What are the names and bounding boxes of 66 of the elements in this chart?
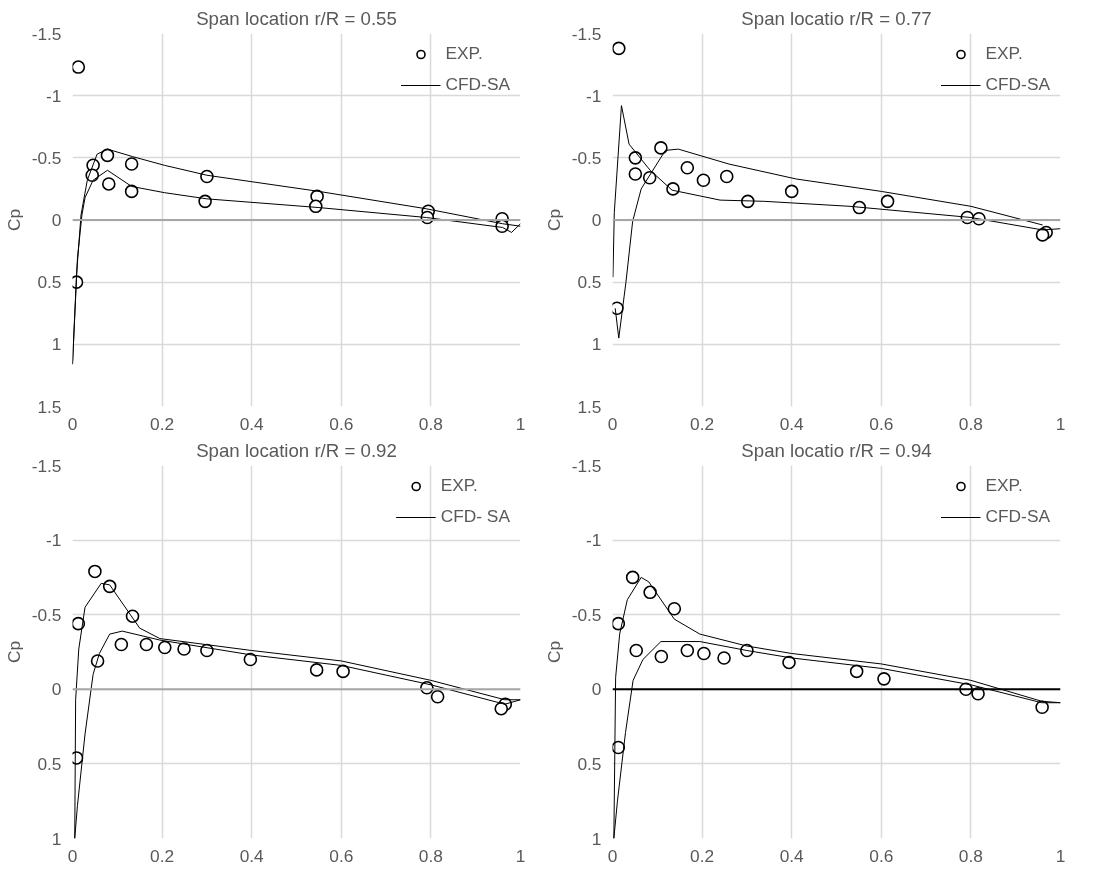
- legend-label: EXP.: [985, 475, 1023, 496]
- chart-title: Span location r/R = 0.92: [196, 439, 397, 461]
- x-tick-label: 0.4: [779, 413, 805, 434]
- x-tick-label: 0.8: [958, 413, 983, 434]
- x-tick-label: 0.6: [869, 845, 894, 866]
- x-tick-label: 0.4: [779, 845, 805, 866]
- x-tick-label: 0: [607, 845, 618, 866]
- x-tick-label: 0.4: [239, 845, 265, 866]
- y-tick-label: -0.5: [31, 147, 62, 168]
- y-tick-label: 1: [591, 334, 602, 355]
- y-axis-title: Cp: [3, 208, 24, 232]
- legend-label: CFD-SA: [445, 74, 510, 95]
- y-tick-label: 0: [591, 679, 602, 700]
- y-tick-label: -1: [586, 85, 602, 106]
- y-tick-label: -1: [46, 530, 62, 551]
- y-axis-title: Cp: [3, 640, 24, 664]
- x-tick-label: 0: [607, 413, 618, 434]
- y-tick-label: -1: [46, 85, 62, 106]
- y-axis-title: Cp: [543, 208, 564, 232]
- x-tick-label: 0.6: [869, 413, 894, 434]
- y-tick-label: 0.5: [37, 753, 62, 774]
- y-axis-title: Cp: [543, 640, 564, 664]
- y-tick-label: -1.5: [571, 455, 602, 476]
- x-tick-label: 1: [1055, 845, 1066, 866]
- x-tick-label: 0.8: [958, 845, 983, 866]
- chart-title: Span locatio r/R = 0.94: [741, 439, 932, 461]
- y-tick-label: -0.5: [571, 604, 602, 625]
- y-tick-label: -1: [586, 530, 602, 551]
- legend-label: CFD-SA: [985, 506, 1050, 527]
- y-tick-label: -0.5: [571, 147, 602, 168]
- y-tick-label: 1: [51, 828, 62, 849]
- y-tick-label: 0: [51, 210, 62, 230]
- y-tick-label: 0.5: [577, 753, 602, 774]
- legend-label: CFD-SA: [985, 74, 1050, 95]
- legend-label: EXP.: [985, 43, 1023, 64]
- legend-label: EXP.: [440, 475, 478, 496]
- x-tick-label: 0.2: [690, 845, 715, 866]
- chart-title: Span locatio r/R = 0.77: [741, 7, 932, 29]
- y-tick-label: 1: [591, 828, 602, 849]
- chart-title: Span location r/R = 0.55: [196, 7, 397, 29]
- y-tick-label: 1: [51, 334, 62, 355]
- x-tick-label: 0.8: [418, 413, 443, 434]
- y-tick-label: 0.5: [37, 272, 62, 293]
- y-tick-label: 1.5: [577, 396, 602, 417]
- x-tick-label: 0.8: [418, 845, 443, 866]
- x-tick-label: 0.4: [239, 413, 265, 434]
- y-tick-label: -1.5: [571, 23, 602, 44]
- x-tick-label: 0: [67, 413, 78, 434]
- x-tick-label: 0.2: [690, 413, 715, 434]
- x-tick-label: 1: [515, 413, 526, 434]
- y-tick-label: -1.5: [31, 23, 62, 44]
- x-tick-label: 0.2: [150, 413, 175, 434]
- x-tick-label: 0: [67, 845, 78, 866]
- legend-label: EXP.: [445, 43, 483, 64]
- x-tick-label: 1: [515, 845, 526, 866]
- y-tick-label: 1.5: [37, 396, 62, 417]
- y-tick-label: 0.5: [577, 272, 602, 293]
- y-tick-label: -0.5: [31, 604, 62, 625]
- y-tick-label: -1.5: [31, 455, 62, 476]
- legend-label: CFD- SA: [440, 506, 510, 527]
- x-tick-label: 0.6: [329, 413, 354, 434]
- x-tick-label: 0.6: [329, 845, 354, 866]
- x-tick-label: 0.2: [150, 845, 175, 866]
- y-tick-label: 0: [51, 679, 62, 700]
- x-tick-label: 1: [1055, 413, 1066, 434]
- y-tick-label: 0: [591, 210, 602, 230]
